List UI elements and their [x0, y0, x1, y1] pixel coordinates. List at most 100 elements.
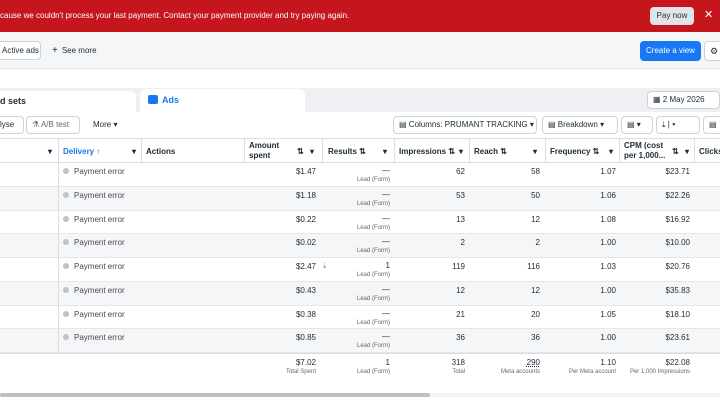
date-picker[interactable]: ▦ 2 May 2026	[647, 91, 720, 109]
total-results: 1	[385, 358, 390, 367]
cpm-line2: per 1,000...	[624, 151, 666, 160]
impressions-column-menu[interactable]: ▾	[459, 147, 464, 156]
results-cell: 1	[385, 261, 390, 270]
name-column-menu[interactable]: ▾	[48, 138, 52, 163]
download-icon: ⤓	[662, 120, 666, 129]
amount-column-menu[interactable]: ▾	[310, 147, 315, 156]
delivery-status: Payment error	[74, 262, 125, 271]
breakdown-button[interactable]: ▤ Breakdown ▾	[542, 116, 618, 134]
delivery-cell: Payment error	[63, 215, 125, 224]
column-header-clicks[interactable]: Clicks	[699, 147, 720, 156]
columns-icon: ▤	[399, 120, 407, 129]
analyse-button[interactable]: lyse	[0, 116, 24, 134]
status-dot-icon	[63, 239, 69, 246]
total-cpm: $22.08	[665, 358, 690, 367]
column-header-actions[interactable]: Actions	[146, 147, 176, 156]
table-row[interactable]: Payment error $0.02 — Lead (Form) 2 2 1.00 $10.…	[0, 234, 720, 258]
impressions-cell: 21	[456, 309, 465, 319]
cpm-cell: $23.61	[665, 333, 690, 343]
active-ads-filter[interactable]: Active ads	[0, 41, 41, 60]
total-frequency: 1.10	[600, 358, 616, 367]
chart-toggle-button[interactable]: ▤	[703, 116, 720, 134]
impressions-cell: 53	[456, 190, 465, 200]
column-divider	[141, 138, 142, 163]
chevron-down-icon: ▾	[529, 120, 534, 129]
chart-icon: ▤	[709, 120, 717, 129]
delivery-status: Payment error	[74, 285, 125, 295]
impressions-cell: 62	[456, 167, 465, 176]
cpm-cell: $16.92	[665, 214, 690, 224]
table-row[interactable]: Payment error $0.38 — Lead (Form) 21 20 1.05 $1…	[0, 306, 720, 330]
create-view-button[interactable]: Create a view	[640, 41, 701, 61]
pay-now-button[interactable]: Pay now	[650, 7, 694, 25]
table-row[interactable]: Payment error $0.85 — Lead (Form) 36 36 1.00 $2…	[0, 329, 720, 353]
delivery-cell: Payment error	[63, 191, 125, 200]
impressions-cell: 36	[456, 333, 465, 343]
table-row[interactable]: Payment error $1.47 — Lead (Form) 62 58 1.07 $2…	[0, 163, 720, 187]
results-cell: —	[382, 284, 390, 294]
results-cell: —	[382, 308, 390, 318]
cpm-cell: $20.76	[665, 262, 690, 271]
column-header-impressions[interactable]: Impressions ⇅	[399, 147, 456, 156]
totals-row: $7.02 Total Spent 1 Lead (Form) 318 Tota…	[0, 353, 720, 391]
table-row[interactable]: Payment error $1.18 — Lead (Form) 53 50 1.06 $2…	[0, 186, 720, 211]
settings-icon[interactable]: ⚙	[704, 41, 720, 61]
close-icon[interactable]: ✕	[704, 9, 714, 21]
table-row[interactable]: Payment error $2.47 1 Lead (Form) 119 116 1.03…	[0, 258, 720, 282]
sort-icon[interactable]: ⇅	[672, 147, 679, 156]
tab-ad-sets[interactable]: d sets	[0, 91, 136, 112]
results-cell: —	[382, 189, 390, 199]
reach-cell: 12	[531, 214, 540, 224]
total-reach[interactable]: 290	[526, 358, 540, 367]
download-icon[interactable]: ⤓	[323, 261, 327, 270]
delivery-column-menu[interactable]: ▾	[132, 147, 137, 156]
frequency-cell: 1.03	[600, 262, 616, 271]
table-header	[0, 138, 720, 163]
chevron-down-icon: ▾	[636, 120, 641, 129]
more-button[interactable]: More ▾	[93, 120, 117, 129]
chevron-down-icon: ▾	[48, 147, 53, 156]
reach-cell: 12	[531, 285, 540, 295]
tab-ads[interactable]: Ads	[140, 89, 305, 112]
column-header-results[interactable]: Results ⇅	[328, 147, 366, 156]
see-more-button[interactable]: + See more	[52, 45, 97, 56]
plus-icon: +	[52, 45, 58, 56]
delivery-status: Payment error	[74, 214, 125, 224]
status-dot-icon	[63, 310, 69, 317]
scrollbar-thumb[interactable]	[0, 393, 430, 397]
ab-test-button[interactable]: ⚗ A/B test	[26, 116, 80, 134]
results-type-cell: Lead (Form)	[356, 295, 390, 302]
sort-icon[interactable]: ⇅	[297, 147, 304, 156]
results-column-menu[interactable]: ▾	[383, 147, 388, 156]
impressions-cell: 13	[456, 214, 465, 224]
frequency-column-menu[interactable]: ▾	[609, 147, 614, 156]
column-header-cpm[interactable]: CPM (cost per 1,000...	[624, 138, 668, 163]
columns-button[interactable]: ▤ Columns: PRUMANT TRACKING ▾	[393, 116, 537, 134]
amount-spent-cell: $1.18	[295, 190, 316, 200]
cpm-cell: $18.10	[665, 309, 690, 319]
total-reach-label: Meta accounts	[500, 369, 540, 375]
impressions-cell: 2	[460, 238, 465, 248]
reports-button[interactable]: ▤ ▾	[621, 116, 653, 134]
reports-icon: ▤	[627, 120, 635, 129]
reach-column-menu[interactable]: ▾	[533, 147, 538, 156]
total-impressions: 318	[451, 358, 465, 367]
total-spent: $7.02	[295, 358, 316, 367]
delivery-status: Payment error	[74, 238, 125, 248]
chevron-down-icon: ▾	[600, 120, 605, 129]
reach-cell: 50	[531, 190, 540, 200]
table-row[interactable]: Payment error $0.22 — Lead (Form) 13 12 1.08 $1…	[0, 211, 720, 235]
delivery-status: Payment error	[74, 333, 125, 343]
column-header-delivery[interactable]: Delivery ↑	[63, 147, 101, 156]
export-button[interactable]: ⤓ | ▾	[656, 116, 700, 134]
impressions-cell: 119	[452, 262, 465, 271]
frequency-cell: 1.00	[600, 238, 616, 248]
results-cell: —	[382, 213, 390, 223]
column-header-reach[interactable]: Reach ⇅	[474, 147, 507, 156]
ab-test-label: A/B test	[40, 120, 69, 129]
column-header-frequency[interactable]: Frequency ⇅	[550, 147, 600, 156]
cpm-column-menu[interactable]: ▾	[685, 147, 690, 156]
table-row[interactable]: Payment error $0.43 — Lead (Form) 12 12 1.00 $3…	[0, 281, 720, 306]
column-header-amount-spent[interactable]: Amount spent	[249, 138, 289, 163]
amount-spent-cell: $0.85	[295, 333, 316, 343]
